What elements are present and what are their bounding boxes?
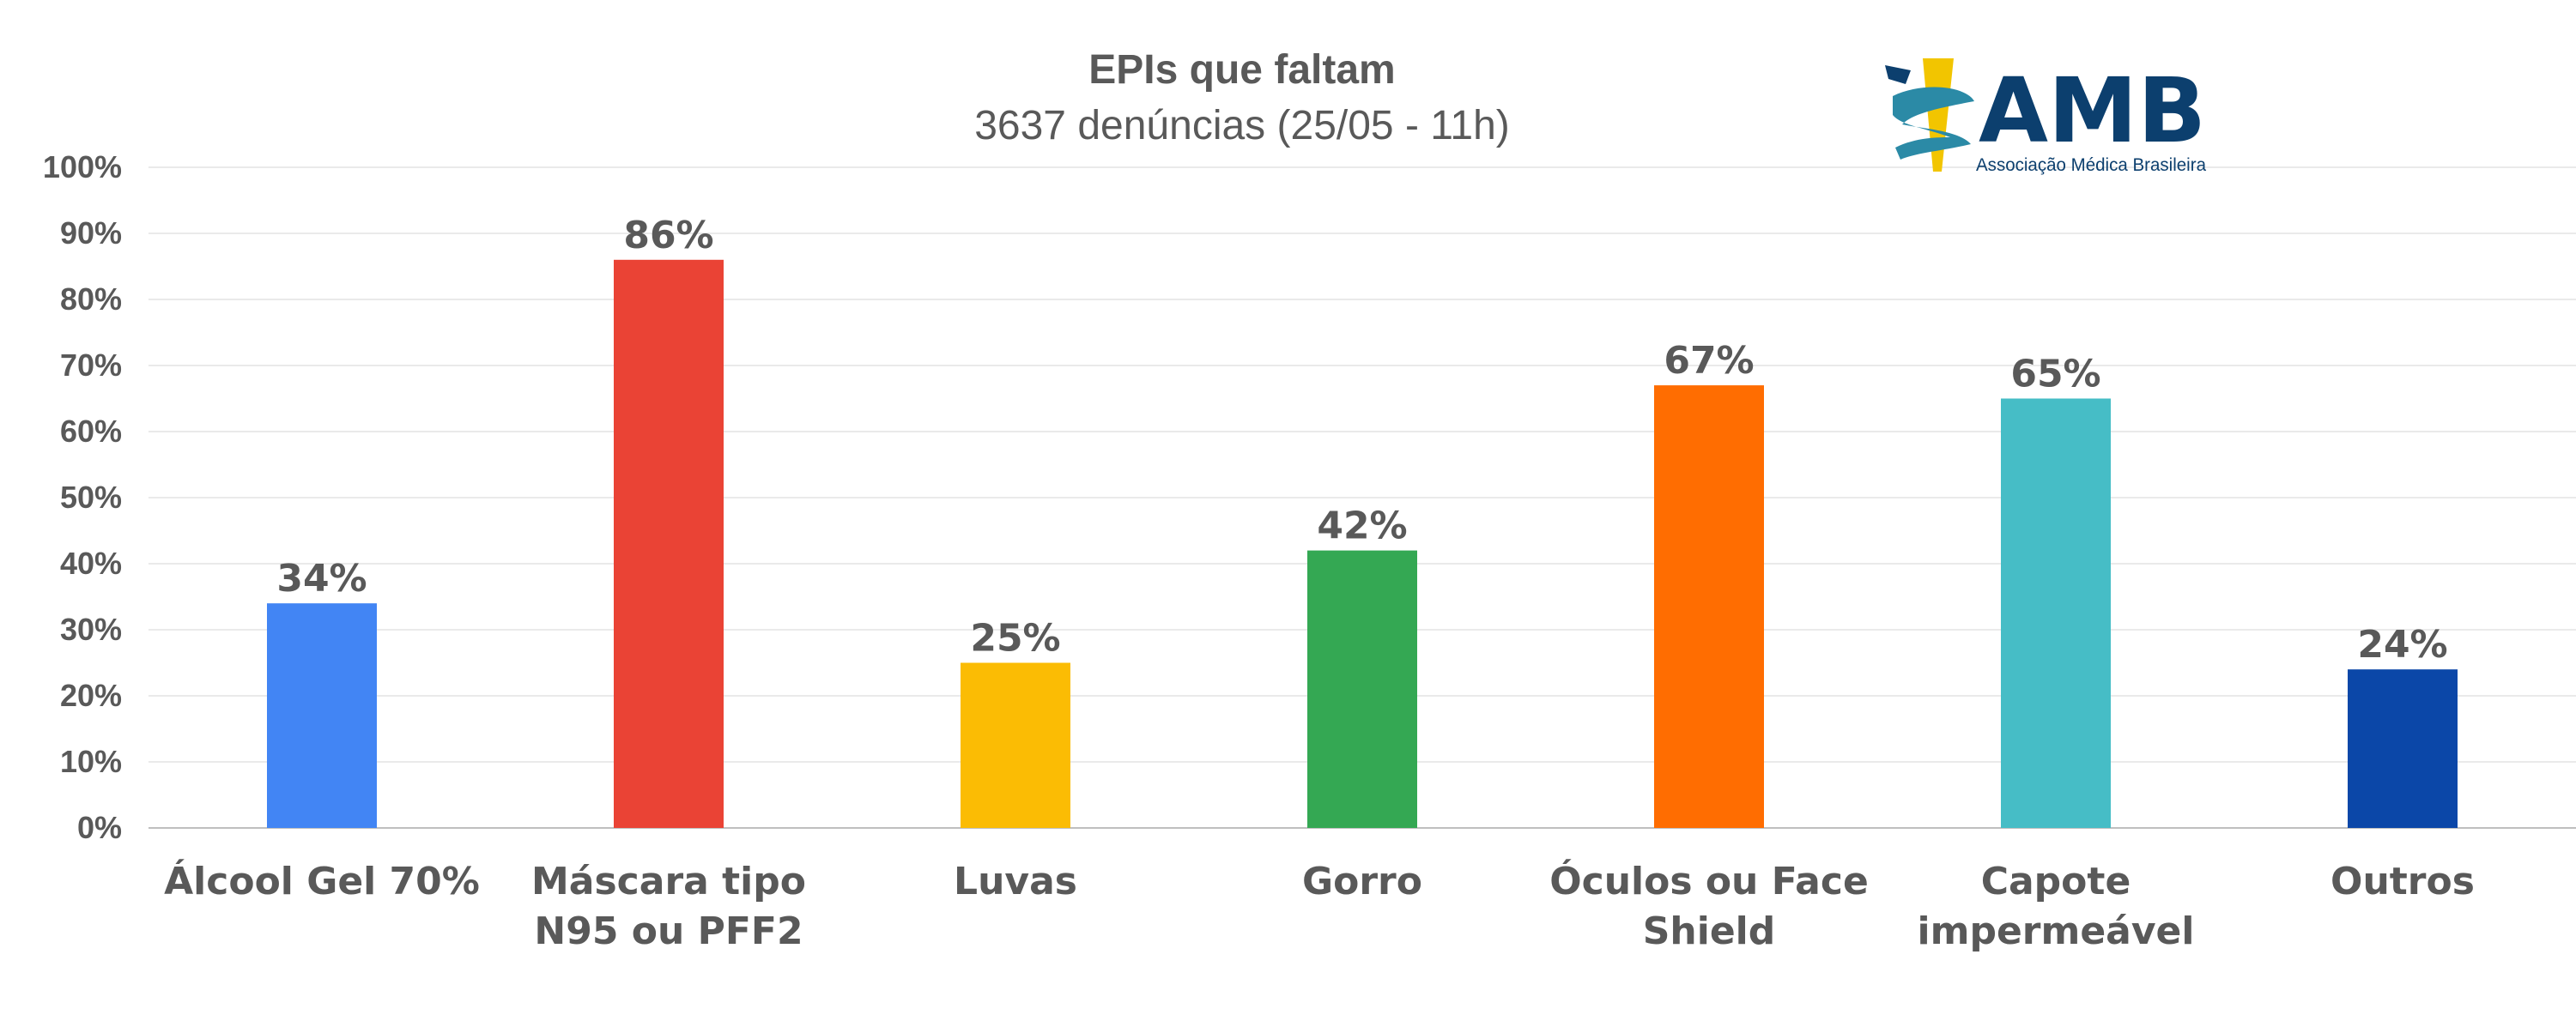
amb-logo: AMB Associação Médica Brasileira xyxy=(1885,58,2206,175)
bar xyxy=(267,603,377,828)
y-tick-label: 70% xyxy=(60,347,122,383)
bar xyxy=(961,662,1070,828)
x-category-label: Capote xyxy=(1981,860,2131,903)
y-tick-label: 40% xyxy=(60,546,122,581)
logo-tagline: Associação Médica Brasileira xyxy=(1976,155,2206,175)
y-tick-label: 100% xyxy=(43,149,122,184)
x-category-label: impermeável xyxy=(1918,909,2195,953)
data-label: 86% xyxy=(623,214,713,257)
data-label: 34% xyxy=(276,557,367,601)
bar xyxy=(2001,398,2111,828)
chart-subtitle: 3637 denúncias (25/05 - 11h) xyxy=(974,103,1510,148)
x-category-label: Álcool Gel 70% xyxy=(164,858,480,903)
data-label: 24% xyxy=(2357,623,2447,667)
x-axis-categories: Álcool Gel 70% Máscara tipo N95 ou PFF2 Luv… xyxy=(164,858,2475,953)
y-tick-label: 30% xyxy=(60,612,122,647)
data-label: 67% xyxy=(1664,339,1754,383)
data-label: 65% xyxy=(2010,353,2100,396)
x-category-label: Máscara tipo xyxy=(531,860,806,903)
x-category-label: N95 ou PFF2 xyxy=(534,909,803,953)
bar xyxy=(1307,550,1417,828)
y-tick-label: 60% xyxy=(60,414,122,449)
y-tick-label: 50% xyxy=(60,480,122,515)
y-axis-ticks: 0% 10% 20% 30% 40% 50% 60% 70% 80% 90% 100% xyxy=(43,149,122,845)
chart-title: EPIs que faltam xyxy=(1088,47,1395,93)
data-label: 25% xyxy=(970,617,1060,661)
x-category-label: Óculos ou Face xyxy=(1549,858,1869,903)
bars xyxy=(267,259,2458,829)
x-category-label: Gorro xyxy=(1302,860,1422,903)
data-labels: 34% 86% 25% 42% 67% 65% 24% xyxy=(276,214,2447,667)
x-category-label: Outros xyxy=(2331,860,2475,903)
caduceus-icon xyxy=(1885,58,1974,172)
y-tick-label: 20% xyxy=(60,678,122,713)
bar xyxy=(1654,385,1764,829)
bar xyxy=(614,259,724,828)
x-category-label: Luvas xyxy=(954,860,1077,903)
y-tick-label: 80% xyxy=(60,281,122,317)
y-tick-label: 10% xyxy=(60,744,122,779)
logo-wordmark: AMB xyxy=(1979,58,2206,163)
x-category-label: Shield xyxy=(1643,909,1776,953)
data-label: 42% xyxy=(1317,504,1407,548)
y-tick-label: 90% xyxy=(60,215,122,251)
y-tick-label: 0% xyxy=(77,810,122,845)
bar xyxy=(2348,669,2458,828)
